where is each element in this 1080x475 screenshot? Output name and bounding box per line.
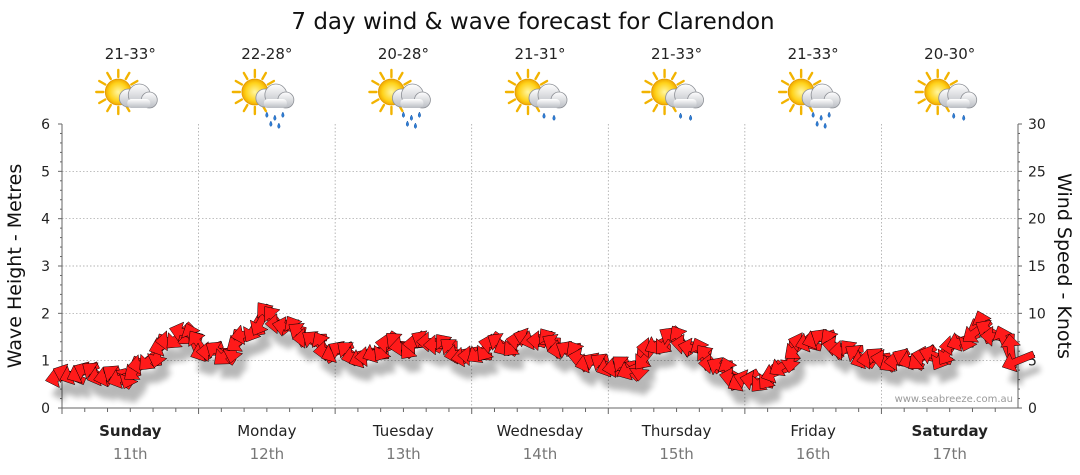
temperature-range: 20-28° bbox=[378, 45, 429, 63]
left-axis-title: Wave Height - Metres bbox=[4, 164, 26, 368]
wind-direction-arrows bbox=[45, 302, 1036, 392]
day-date: 16th bbox=[796, 445, 830, 463]
temperature-range: 20-30° bbox=[924, 45, 975, 63]
sun-cloud-showers-icon bbox=[641, 68, 704, 121]
right-axis-ticks: 0 5 10 15 20 25 30 bbox=[1018, 117, 1046, 417]
temperature-range: 21-33° bbox=[788, 45, 839, 63]
left-tick-label: 2 bbox=[41, 306, 50, 322]
right-tick-label: 5 bbox=[1028, 354, 1037, 370]
day-column: 21-33° Friday 16th bbox=[777, 45, 841, 463]
day-date: 14th bbox=[523, 445, 557, 463]
right-tick-label: 30 bbox=[1028, 117, 1046, 133]
sun-cloud-showers-icon bbox=[504, 68, 568, 121]
day-date: 17th bbox=[932, 445, 966, 463]
day-name: Monday bbox=[237, 422, 296, 440]
left-tick-label: 0 bbox=[41, 401, 50, 417]
left-tick-label: 6 bbox=[41, 117, 50, 133]
day-forecast-columns: 21-33° Sunday 11th 22-28° Monday 12th 20-28° Tu… bbox=[95, 45, 989, 463]
day-name: Saturday bbox=[912, 422, 989, 440]
day-date: 12th bbox=[250, 445, 284, 463]
left-tick-label: 4 bbox=[41, 212, 50, 228]
sun-cloud-rain-icon bbox=[777, 68, 841, 129]
right-tick-label: 0 bbox=[1028, 401, 1037, 417]
day-date: 13th bbox=[386, 445, 420, 463]
right-tick-label: 10 bbox=[1028, 306, 1046, 322]
day-column: 22-28° Monday 12th bbox=[231, 45, 297, 463]
day-name: Sunday bbox=[99, 422, 162, 440]
day-date: 11th bbox=[113, 445, 147, 463]
day-column: 21-33° Sunday 11th bbox=[95, 45, 162, 463]
day-column: 20-30° Saturday 17th bbox=[912, 45, 989, 463]
sun-cloud-showers-icon bbox=[914, 68, 978, 121]
sun-cloud-rain-icon bbox=[368, 68, 431, 129]
day-name: Tuesday bbox=[372, 422, 434, 440]
day-name: Thursday bbox=[641, 422, 712, 440]
day-name: Wednesday bbox=[497, 422, 584, 440]
wind-arrow bbox=[1001, 350, 1036, 373]
day-date: 15th bbox=[659, 445, 693, 463]
day-column: 21-33° Thursday 15th bbox=[641, 45, 712, 463]
left-axis-ticks: 0 1 2 3 4 5 6 bbox=[41, 117, 996, 417]
temperature-range: 21-33° bbox=[105, 45, 156, 63]
right-tick-label: 15 bbox=[1028, 259, 1046, 275]
day-name: Friday bbox=[790, 422, 836, 440]
source-credit: www.seabreeze.com.au bbox=[895, 394, 1013, 405]
day-column: 21-31° Wednesday 14th bbox=[497, 45, 584, 463]
left-tick-label: 3 bbox=[41, 259, 50, 275]
left-tick-label: 5 bbox=[41, 164, 50, 180]
sun-cloud-icon bbox=[95, 68, 158, 116]
right-axis-title: Wind Speed - Knots bbox=[1053, 173, 1075, 359]
chart-title: 7 day wind & wave forecast for Clarendon bbox=[291, 9, 774, 35]
right-tick-label: 20 bbox=[1028, 212, 1046, 228]
temperature-range: 21-33° bbox=[651, 45, 702, 63]
left-tick-label: 1 bbox=[41, 354, 50, 370]
sun-cloud-rain-icon bbox=[231, 68, 295, 129]
right-tick-label: 25 bbox=[1028, 164, 1046, 180]
temperature-range: 22-28° bbox=[241, 45, 292, 63]
day-column: 20-28° Tuesday 13th bbox=[368, 45, 434, 463]
temperature-range: 21-31° bbox=[514, 45, 565, 63]
